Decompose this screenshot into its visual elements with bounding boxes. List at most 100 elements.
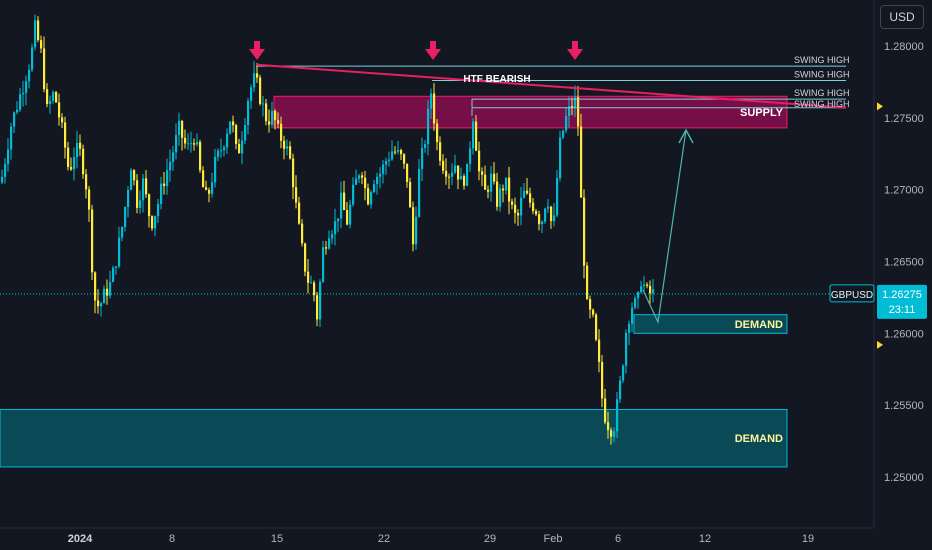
candle-body — [331, 234, 334, 239]
candle-body — [463, 176, 466, 186]
candle-body — [322, 247, 325, 282]
candle — [22, 80, 25, 107]
candle — [127, 186, 130, 218]
candle-body — [124, 207, 127, 227]
candle — [406, 163, 409, 188]
candle-body — [295, 187, 298, 203]
candle-body — [451, 172, 454, 177]
candle-body — [85, 174, 88, 190]
candle — [82, 144, 85, 179]
candle — [532, 197, 535, 215]
demand-zone-lower[interactable] — [0, 408, 788, 468]
candle-body — [484, 174, 487, 190]
currency-label: USD — [889, 10, 915, 24]
candle — [634, 295, 637, 310]
candle-body — [442, 160, 445, 171]
candle — [559, 130, 562, 182]
htf-bearish-trendline[interactable] — [255, 63, 847, 109]
currency-button[interactable]: USD — [880, 5, 924, 29]
candle — [403, 153, 406, 169]
candle — [271, 101, 274, 129]
candle — [130, 167, 133, 191]
price-axis[interactable]: 1.28000 1.27500 1.27000 1.26500 1.26000 1.255… — [877, 41, 924, 484]
candle — [304, 242, 307, 277]
candle — [553, 203, 556, 227]
last-price-value: 1.26275 — [882, 289, 922, 301]
candle-body — [637, 292, 640, 299]
candle — [259, 74, 262, 106]
candle — [25, 75, 28, 106]
candle-body — [40, 40, 43, 49]
candle — [343, 180, 346, 211]
candle — [19, 87, 22, 113]
candle-body — [19, 94, 22, 110]
candle — [568, 96, 571, 128]
candle — [181, 119, 184, 151]
demand-zone-upper[interactable] — [633, 314, 788, 334]
candle — [514, 197, 517, 224]
candle-body — [373, 184, 376, 192]
candle-body — [346, 210, 349, 225]
candle — [622, 364, 625, 383]
candle-body — [199, 141, 202, 171]
candle-body — [367, 188, 370, 205]
candle-body — [439, 142, 442, 161]
candle-body — [34, 20, 37, 48]
candle — [625, 329, 628, 374]
candle-body — [328, 238, 331, 249]
candle — [112, 265, 115, 283]
candle — [253, 61, 256, 93]
candle — [496, 172, 499, 211]
candle — [394, 146, 397, 155]
candle — [67, 141, 70, 171]
candle — [364, 170, 367, 201]
candle-body — [274, 110, 277, 121]
candle-body — [640, 286, 643, 293]
candle — [562, 129, 565, 140]
candle — [589, 295, 592, 319]
candle-body — [388, 159, 391, 162]
time-tick-label: 29 — [484, 533, 496, 545]
candle-body — [577, 97, 580, 127]
candle — [370, 190, 373, 209]
candle — [529, 187, 532, 208]
candle-body — [355, 178, 358, 185]
candle — [247, 97, 250, 135]
candle-body — [604, 398, 607, 423]
candle — [511, 198, 514, 210]
candle-body — [304, 243, 307, 272]
candle — [301, 219, 304, 247]
candle-body — [340, 192, 343, 219]
candle — [517, 209, 520, 226]
candle-body — [145, 178, 148, 195]
candle — [337, 218, 340, 233]
candle — [10, 122, 13, 160]
candle-body — [403, 154, 406, 164]
time-tick-label: 15 — [271, 533, 283, 545]
time-tick-label: 6 — [615, 533, 621, 545]
candle-body — [208, 189, 211, 194]
candle-body — [73, 157, 76, 170]
candle — [7, 138, 10, 172]
candle-body — [487, 189, 490, 192]
candle-body — [424, 144, 427, 148]
candle-body — [505, 177, 508, 191]
candle — [460, 167, 463, 180]
symbol-price-tag: GBPUSD 1.26275 23:11 — [829, 284, 927, 319]
candle — [628, 320, 631, 346]
candle-body — [421, 147, 424, 169]
candle — [355, 169, 358, 185]
candle-body — [25, 81, 28, 93]
candle — [46, 83, 49, 108]
time-axis[interactable]: 2024 8 15 22 29 Feb 6 12 19 — [68, 533, 814, 545]
candle-body — [460, 176, 463, 180]
candle — [133, 168, 136, 186]
candle — [310, 275, 313, 284]
candle-body — [541, 221, 544, 225]
supply-zone[interactable] — [273, 95, 788, 129]
candle — [499, 184, 502, 212]
projection-path[interactable] — [642, 129, 687, 325]
candle — [235, 123, 238, 150]
candle — [268, 109, 271, 133]
